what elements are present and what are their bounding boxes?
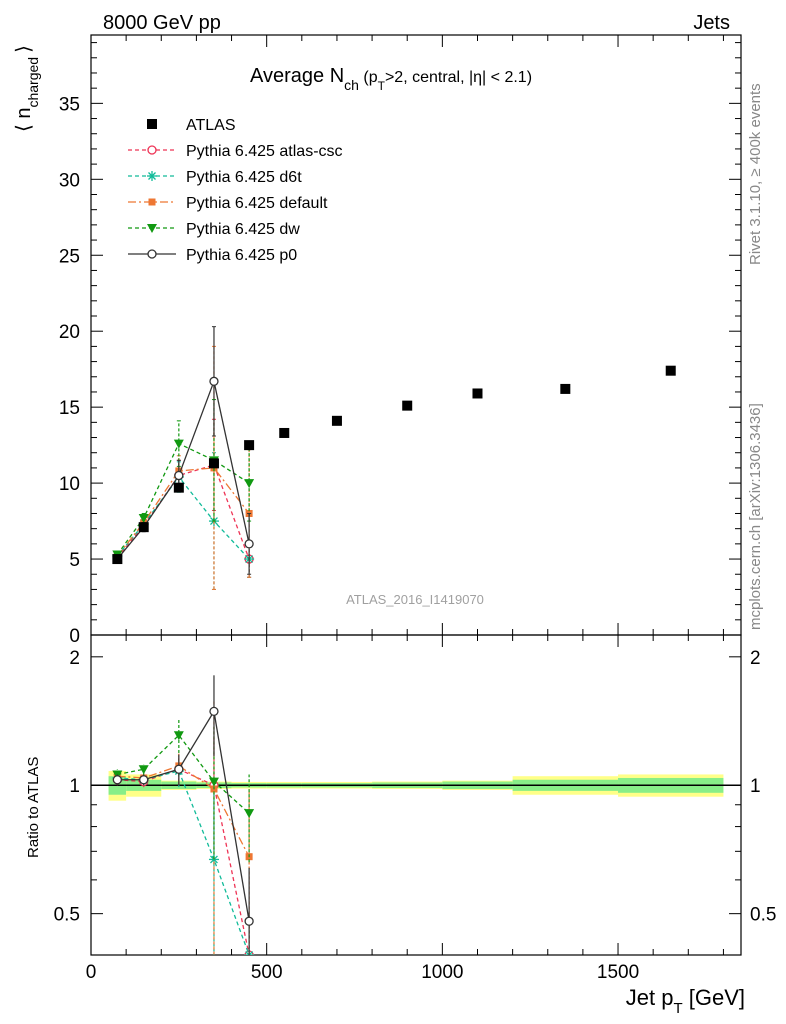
legend-marker [147, 145, 157, 155]
point-atlas [138, 522, 149, 533]
legend-entry: Pythia 6.425 d6t [128, 169, 302, 186]
point-pythia-6-425-p0 [209, 376, 219, 386]
ratio-line [117, 734, 250, 814]
series-pythia-6-425-default [113, 345, 253, 590]
y-tick-label: 30 [59, 170, 80, 191]
ratio-line [117, 709, 250, 922]
series-pythia-6-425-dw [112, 399, 255, 560]
header-left: 8000 GeV pp [103, 12, 221, 34]
ratio-y-tick-label: 1 [69, 776, 80, 797]
rivet-label: Rivet 3.1.10, ≥ 400k events [747, 83, 764, 265]
ratio-point-pythia-6-425-p0 [139, 775, 149, 785]
analysis-watermark: ATLAS_2016_I1419070 [346, 592, 484, 607]
point-atlas [112, 554, 123, 565]
ratio-point-pythia-6-425-p0 [244, 916, 254, 926]
legend-label: Pythia 6.425 default [186, 195, 328, 212]
series-line [116, 467, 250, 557]
series-atlas [112, 365, 676, 565]
ratio-frame [90, 634, 742, 956]
main-series-group [112, 326, 255, 590]
legend-label: Pythia 6.425 d6t [186, 169, 302, 186]
point-atlas [560, 383, 571, 394]
ratio-series-pythia-6-425-p0 [112, 675, 254, 955]
point-atlas [244, 440, 255, 451]
legend-entry: Pythia 6.425 default [128, 195, 328, 212]
ratio-line [117, 770, 250, 955]
ratio-y-tick-label-right: 0.5 [750, 905, 776, 926]
point-atlas [665, 365, 676, 376]
asterisk-stroke [245, 951, 251, 955]
point-pythia-6-425-p0 [244, 539, 254, 549]
legend-entry: ATLAS [147, 117, 236, 134]
ratio-panel: 0 500 1000 1500 0.5 0.5 1 1 2 2 [54, 634, 776, 983]
main-panel: 0 5 10 15 20 25 30 35 [59, 34, 742, 647]
x-tick-label: 500 [251, 962, 283, 983]
point-pythia-6-425-dw [173, 439, 184, 449]
ratio-point-pythia-6-425-dw [173, 731, 184, 741]
x-tick-label: 1000 [421, 962, 463, 983]
x-tick-label: 1500 [597, 962, 639, 983]
y-axis-label: ⟨ ncharged⟩ [13, 45, 41, 132]
legend-entry: Pythia 6.425 dw [128, 221, 300, 238]
point-atlas [208, 458, 219, 469]
ratio-series-pythia-6-425-default [113, 700, 253, 955]
chart-title: Average Nch (pT>2, central, |η| < 2.1) [250, 65, 532, 93]
ratio-point-pythia-6-425-p0 [209, 706, 219, 717]
legend-label: Pythia 6.425 dw [186, 221, 300, 238]
point-atlas [472, 388, 483, 399]
y-tick-label: 0 [69, 626, 80, 647]
asterisk-stroke [248, 951, 254, 955]
legend: ATLAS Pythia 6.425 atlas-csc Pythia 6.425 … [128, 117, 343, 264]
series-pythia-6-425-p0 [112, 326, 254, 575]
x-axis-label: Jet pT [GeV] [626, 985, 745, 1017]
point-atlas [331, 415, 342, 426]
ratio-point-pythia-6-425-dw [138, 765, 149, 775]
mcplots-label: mcplots.cern.ch [arXiv:1306.3436] [747, 403, 764, 630]
ratio-point-pythia-6-425-p0 [112, 775, 123, 785]
series-line [116, 442, 250, 555]
x-tick-label: 0 [86, 962, 97, 983]
point-pythia-6-425-dw [138, 514, 149, 524]
y-tick-label: 5 [69, 550, 80, 571]
y-tick-label: 35 [59, 94, 80, 115]
ratio-point-pythia-6-425-dw [208, 777, 219, 787]
ratio-point-pythia-6-425-p0 [174, 764, 184, 774]
ratio-series-group [112, 675, 255, 955]
point-atlas [173, 482, 184, 493]
ratio-y-tick-label: 0.5 [54, 905, 80, 926]
legend-entry: Pythia 6.425 atlas-csc [128, 143, 343, 160]
svg-text:⟨ ncharged⟩: ⟨ ncharged⟩ [13, 45, 41, 132]
legend-label: ATLAS [186, 117, 236, 134]
y-tick-label: 10 [59, 474, 80, 495]
legend-label: Pythia 6.425 p0 [186, 247, 297, 264]
y-tick-label: 20 [59, 322, 80, 343]
legend-marker [148, 198, 156, 206]
point-atlas [279, 427, 290, 438]
legend-marker [147, 224, 157, 233]
ratio-line [117, 765, 250, 857]
series-pythia-6-425-atlas-csc [112, 418, 254, 578]
asterisk-stroke [148, 172, 156, 180]
y-tick-label: 25 [59, 246, 80, 267]
point-pythia-6-425-dw [244, 479, 255, 489]
ratio-line [117, 768, 250, 955]
header-right: Jets [693, 12, 730, 34]
legend-marker [147, 119, 157, 129]
point-atlas [402, 400, 413, 411]
legend-entry: Pythia 6.425 p0 [128, 247, 297, 264]
ratio-y-tick-label: 2 [69, 648, 80, 669]
ratio-point-pythia-6-425-dw [244, 809, 255, 819]
ratio-y-tick-label-right: 1 [750, 776, 761, 797]
ratio-y-tick-label-right: 2 [750, 648, 761, 669]
legend-label: Pythia 6.425 atlas-csc [186, 143, 343, 160]
point-pythia-6-425-p0 [174, 470, 184, 481]
series-line [116, 464, 250, 560]
legend-marker [147, 249, 157, 259]
ratio-y-axis-label: Ratio to ATLAS [25, 757, 42, 858]
legend-marker [147, 171, 157, 181]
y-tick-label: 15 [59, 398, 80, 419]
